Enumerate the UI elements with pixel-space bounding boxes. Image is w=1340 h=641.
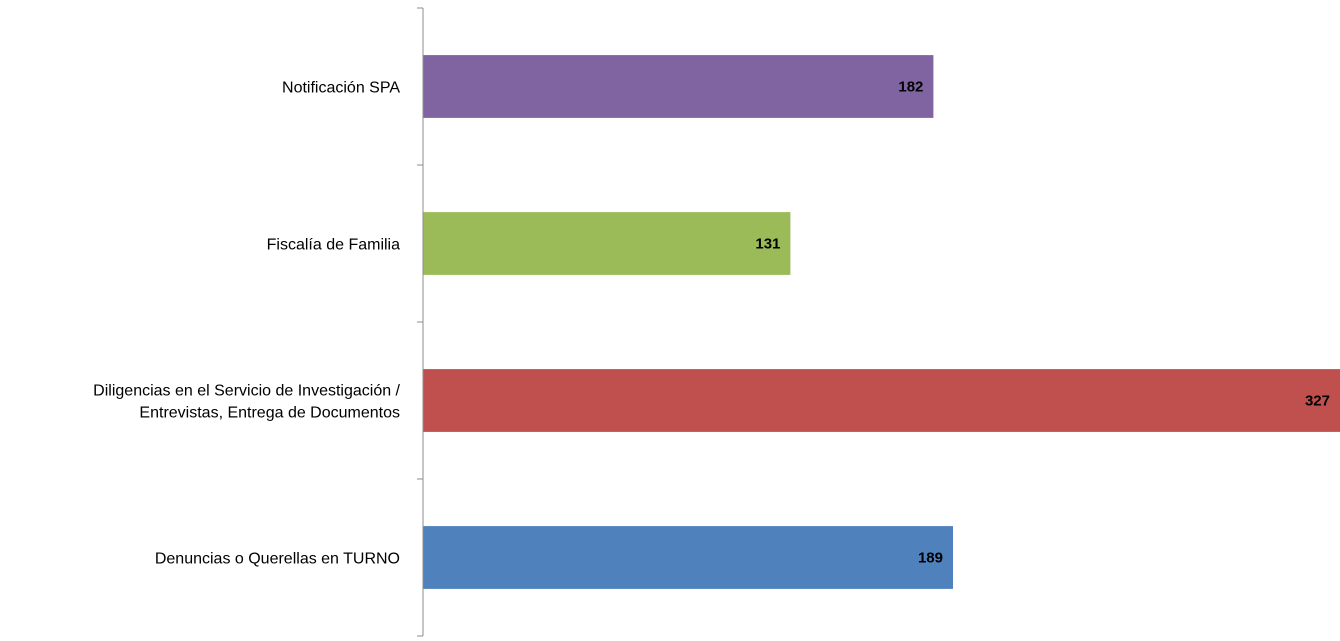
- category-label: Denuncias o Querellas en TURNO: [155, 551, 400, 568]
- category-label-line: Diligencias en el Servicio de Investigac…: [93, 383, 400, 400]
- category-label-line: Entrevistas, Entrega de Documentos: [139, 405, 400, 422]
- category-label: Diligencias en el Servicio de Investigac…: [93, 383, 400, 422]
- labels-layer: 189 Denuncias o Querellas en TURNO 327 Dili…: [93, 79, 1330, 568]
- category-label-line: Fiscalía de Familia: [267, 237, 400, 254]
- bar-3: [423, 212, 791, 275]
- category-axis: [417, 7, 424, 637]
- value-label: 327: [1305, 393, 1330, 410]
- category-label-line: Denuncias o Querellas en TURNO: [155, 551, 400, 568]
- bar-2: [423, 369, 1340, 432]
- category-label: Fiscalía de Familia: [267, 237, 400, 254]
- category-label: Notificación SPA: [282, 80, 400, 97]
- bars-layer: [423, 55, 1340, 589]
- value-label: 182: [898, 79, 923, 96]
- bar-1: [423, 526, 953, 589]
- value-label: 189: [918, 550, 943, 567]
- bar-4: [423, 55, 934, 118]
- value-label: 131: [755, 236, 780, 253]
- category-label-line: Notificación SPA: [282, 80, 400, 97]
